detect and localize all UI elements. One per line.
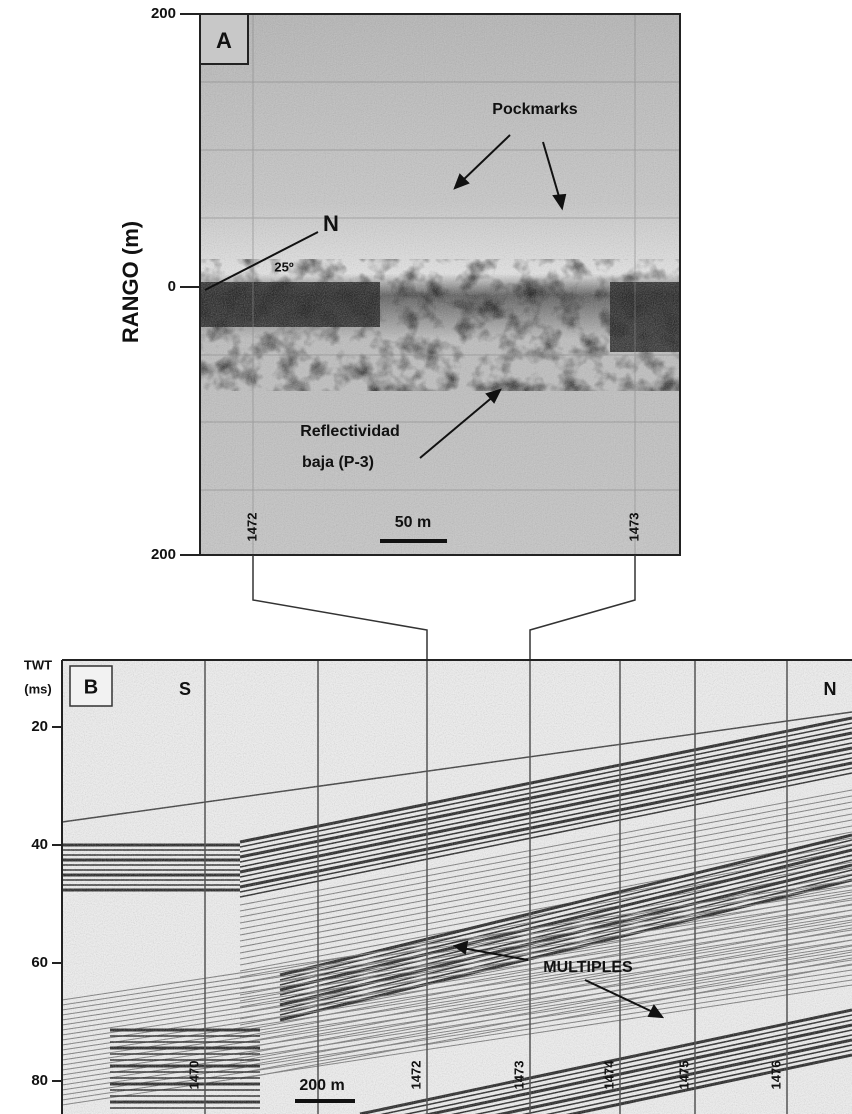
annotation: Pockmarks [492,101,577,118]
sonar-texture [200,14,680,555]
y-tick-label: 60 [31,954,48,971]
connectors [252,555,636,660]
y-tick-label: 20 [31,718,48,735]
fix-label: 1472 [244,513,259,542]
fix-label: 1470 [186,1061,201,1090]
fix-label: 1476 [768,1061,783,1090]
arrows [452,940,665,1019]
panel-frame [199,13,681,556]
axis-title: TWT [24,657,52,672]
annotation: baja (P-3) [302,454,374,471]
sonar-grid [200,14,680,555]
y-tick-label: 0 [168,278,176,295]
fix-label: 1472 [408,1061,423,1090]
fix-label: 1473 [626,513,641,542]
y-axis-label: RANGO (m) [118,221,143,343]
annotation: Reflectividad [300,423,400,440]
y-tick-label: 200 [151,5,176,22]
fix-label: 1475 [676,1061,691,1090]
direction-label: N [824,679,837,699]
annotation: MULTIPLES [543,959,633,976]
scale-bar-label: 50 m [395,514,431,531]
seismic-noise [62,660,852,1114]
fix-label: 1474 [601,1060,616,1090]
y-tick-label: 80 [31,1072,48,1089]
panel-label-box [199,13,249,65]
panel-b: B TWT (ms) S N 20 40 60 80 MULTIPLES 1470 14… [24,657,852,1114]
north-label: N [323,211,339,236]
fix-lines [204,660,788,1114]
y-tick-label: 200 [151,546,176,563]
axis-title: (ms) [24,681,51,696]
panel-label: B [84,676,98,698]
direction-label: S [179,679,191,699]
y-ticks: 20 40 60 80 [31,718,62,1089]
y-tick-label: 40 [31,836,48,853]
panel-label-box [69,665,113,707]
scale-bar-label: 200 m [299,1077,344,1094]
arrows [204,134,567,459]
panel-label: A [216,28,232,53]
angle-label: 25º [274,259,293,274]
fix-label: 1473 [511,1061,526,1090]
panel-a: A 200 0 200 RANGO (m) Pockmarks N 25º Re… [118,5,681,563]
